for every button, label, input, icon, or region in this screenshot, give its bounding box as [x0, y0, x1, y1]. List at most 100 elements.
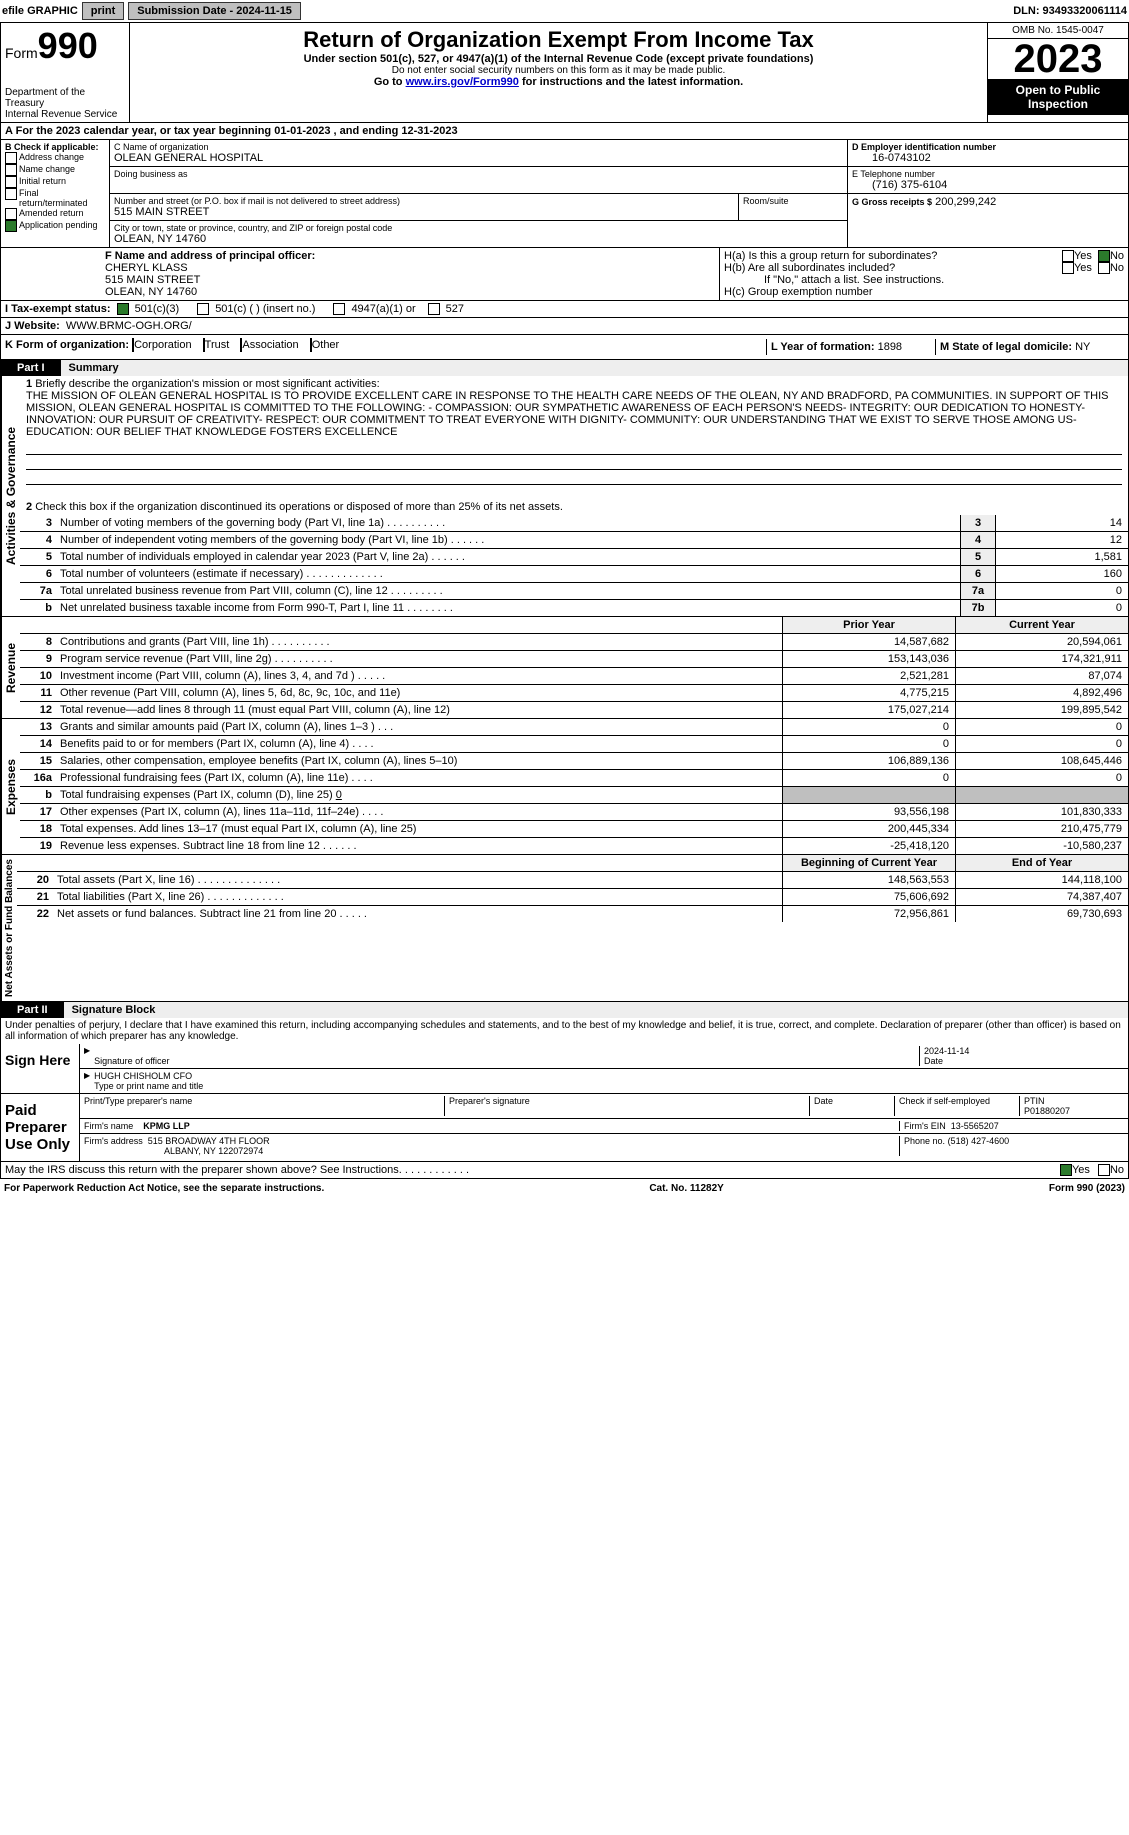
line-a: A For the 2023 calendar year, or tax yea… [0, 123, 1129, 140]
chk-501c[interactable] [197, 303, 209, 315]
header-left: Form990 Department of the Treasury Inter… [1, 23, 130, 122]
f-h-block: F Name and address of principal officer:… [0, 248, 1129, 301]
chk-4947[interactable] [333, 303, 345, 315]
chk-name-change[interactable]: Name change [5, 164, 105, 176]
n21p: 75,606,692 [782, 889, 955, 905]
chk-address-change[interactable]: Address change [5, 152, 105, 164]
goto-line: Go to www.irs.gov/Form990 for instructio… [134, 76, 983, 88]
form-990: 990 [38, 25, 98, 66]
line18: 18Total expenses. Add lines 13–17 (must … [20, 821, 1128, 838]
firm-name-label: Firm's name [84, 1121, 133, 1131]
footer-left: For Paperwork Reduction Act Notice, see … [4, 1183, 324, 1194]
l6-text: Total number of volunteers (estimate if … [56, 566, 960, 582]
part2-title: Signature Block [64, 1002, 1128, 1018]
na-hdr: Beginning of Current YearEnd of Year [17, 855, 1128, 872]
r9p: 153,143,036 [782, 651, 955, 667]
line13: 13Grants and similar amounts paid (Part … [20, 719, 1128, 736]
e19p: -25,418,120 [782, 838, 955, 854]
ha-yes-chk[interactable] [1062, 250, 1074, 262]
opt-501c3: 501(c)(3) [135, 303, 180, 315]
org-city: OLEAN, NY 14760 [114, 233, 843, 245]
line20: 20Total assets (Part X, line 16) . . . .… [17, 872, 1128, 889]
line9: 9Program service revenue (Part VIII, lin… [20, 651, 1128, 668]
col-b: B Check if applicable: Address change Na… [1, 140, 110, 247]
sig-officer-line: Signature of officer 2024-11-14 Date [80, 1044, 1128, 1069]
form-ssn-note: Do not enter social security numbers on … [134, 65, 983, 76]
l21: Total liabilities (Part X, line 26) . . … [53, 889, 782, 905]
hc-line: H(c) Group exemption number [724, 286, 1124, 298]
form-title: Return of Organization Exempt From Incom… [134, 27, 983, 53]
line7b: bNet unrelated business taxable income f… [20, 600, 1128, 616]
irs-link[interactable]: www.irs.gov/Form990 [406, 76, 519, 88]
v5: 1,581 [995, 549, 1128, 565]
n21c: 74,387,407 [955, 889, 1128, 905]
check-if-text: Check if self-employed [899, 1096, 990, 1106]
h-block: H(a) Is this a group return for subordin… [719, 248, 1128, 300]
opt-501c: 501(c) ( ) (insert no.) [215, 303, 315, 315]
firm-ein-label: Firm's EIN [904, 1121, 946, 1131]
r8c: 20,594,061 [955, 634, 1128, 650]
hb-no-chk[interactable] [1098, 262, 1110, 274]
opt-address: Address change [19, 152, 84, 162]
print-button[interactable]: print [82, 2, 124, 20]
chk-initial[interactable]: Initial return [5, 176, 105, 188]
opt-trust: Trust [205, 339, 230, 351]
vert-revenue: Revenue [1, 617, 20, 718]
officer-addr1: 515 MAIN STREET [105, 274, 715, 286]
firm-name-line: Firm's name KPMG LLP Firm's EIN 13-55652… [80, 1119, 1128, 1134]
chk-501c3[interactable] [117, 303, 129, 315]
n20c: 144,118,100 [955, 872, 1128, 888]
line19: 19Revenue less expenses. Subtract line 1… [20, 838, 1128, 854]
firm-addr-line: Firm's address 515 BROADWAY 4TH FLOOR AL… [80, 1134, 1128, 1158]
ha-no-chk[interactable] [1098, 250, 1110, 262]
e14p: 0 [782, 736, 955, 752]
firm-phone-label: Phone no. [904, 1136, 945, 1146]
l12: Total revenue—add lines 8 through 11 (mu… [56, 702, 782, 718]
submission-date-button[interactable]: Submission Date - 2024-11-15 [128, 2, 301, 20]
hc-text: H(c) Group exemption number [724, 286, 873, 298]
chk-pending[interactable]: Application pending [5, 220, 105, 232]
l5-text: Total number of individuals employed in … [56, 549, 960, 565]
firm-name: KPMG LLP [143, 1121, 190, 1131]
dba-label: Doing business as [114, 169, 843, 179]
top-bar: efile GRAPHIC print Submission Date - 20… [0, 0, 1129, 22]
chk-527[interactable] [428, 303, 440, 315]
hb-yes-chk[interactable] [1062, 262, 1074, 274]
website-value: WWW.BRMC-OGH.ORG/ [66, 320, 192, 332]
discuss-yes-chk[interactable] [1060, 1164, 1072, 1176]
room-label: Room/suite [743, 196, 843, 206]
line16b: bTotal fundraising expenses (Part IX, co… [20, 787, 1128, 804]
city-label: City or town, state or province, country… [114, 223, 843, 233]
ha-line: H(a) Is this a group return for subordin… [724, 250, 1124, 262]
chk-amended[interactable]: Amended return [5, 208, 105, 220]
r10c: 87,074 [955, 668, 1128, 684]
discuss-no-chk[interactable] [1098, 1164, 1110, 1176]
r9c: 174,321,911 [955, 651, 1128, 667]
e14c: 0 [955, 736, 1128, 752]
line8: 8Contributions and grants (Part VIII, li… [20, 634, 1128, 651]
phone-value: (716) 375-6104 [852, 179, 1124, 191]
form-word: Form [5, 45, 38, 61]
l8: Contributions and grants (Part VIII, lin… [56, 634, 782, 650]
discuss-text: May the IRS discuss this return with the… [5, 1164, 1060, 1176]
l22: Net assets or fund balances. Subtract li… [53, 906, 782, 922]
v7b: 0 [995, 600, 1128, 616]
ha-yes: Yes [1074, 250, 1092, 262]
firm-addr1: 515 BROADWAY 4TH FLOOR [148, 1136, 270, 1146]
sig-name-line: HUGH CHISHOLM CFO Type or print name and… [80, 1069, 1128, 1093]
firm-phone: (518) 427-4600 [948, 1136, 1010, 1146]
line7a: 7aTotal unrelated business revenue from … [20, 583, 1128, 600]
e13c: 0 [955, 719, 1128, 735]
prep-sig-label: Preparer's signature [444, 1096, 809, 1116]
l13: Grants and similar amounts paid (Part IX… [56, 719, 782, 735]
chk-final[interactable]: Final return/terminated [5, 188, 105, 208]
sig-date-val: 2024-11-14 [924, 1046, 1124, 1056]
opt-corp: Corporation [134, 339, 191, 351]
col-d: D Employer identification number 16-0743… [847, 140, 1128, 247]
paid-preparer-block: Paid Preparer Use Only Print/Type prepar… [0, 1094, 1129, 1162]
netassets-body: Beginning of Current YearEnd of Year 20T… [17, 855, 1128, 1001]
r12p: 175,027,214 [782, 702, 955, 718]
tax-exempt-line: I Tax-exempt status: 501(c)(3) 501(c) ( … [0, 301, 1129, 318]
n20p: 148,563,553 [782, 872, 955, 888]
r11c: 4,892,496 [955, 685, 1128, 701]
